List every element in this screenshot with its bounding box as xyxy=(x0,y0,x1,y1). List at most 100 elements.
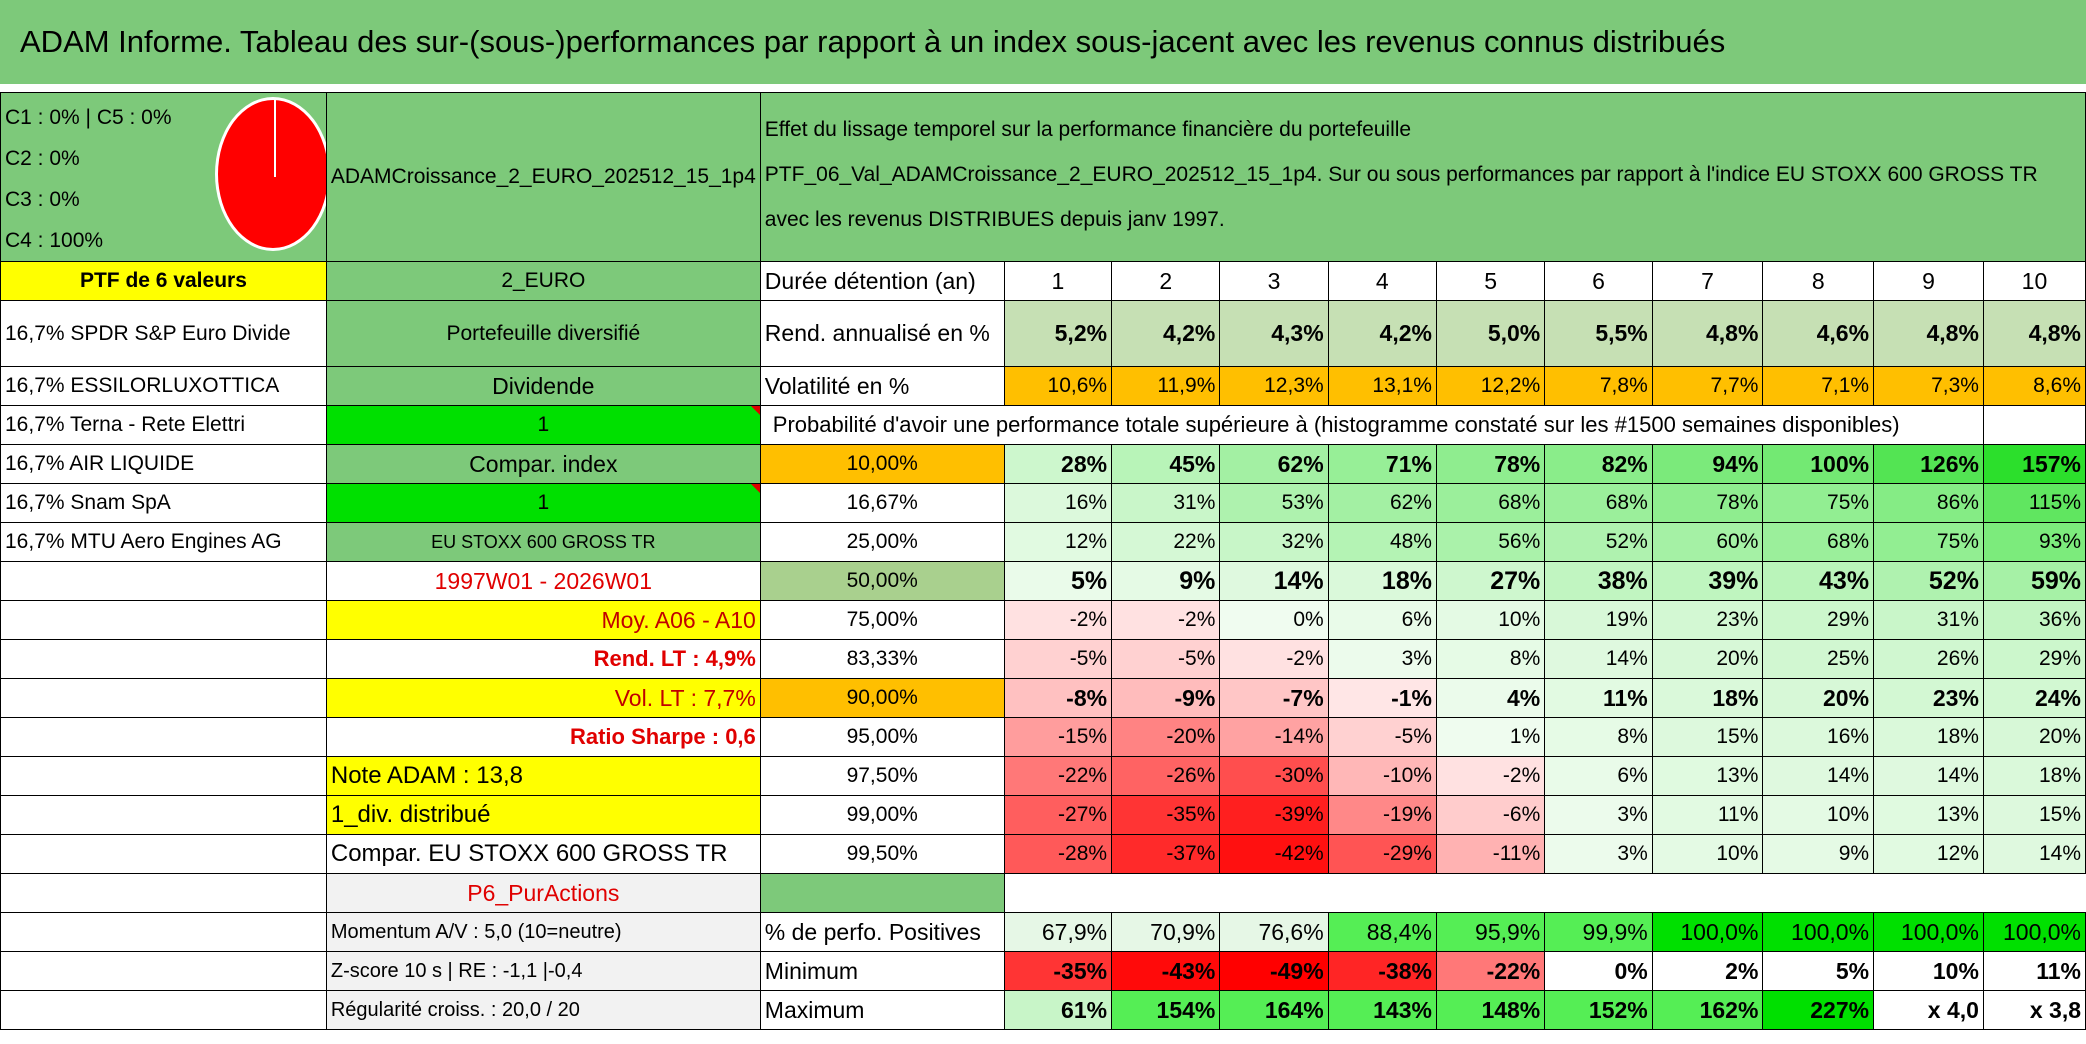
title-spacer xyxy=(0,84,2086,92)
sharpe-ratio: Ratio Sharpe : 0,6 xyxy=(325,717,761,757)
empty-cell xyxy=(0,912,327,952)
threshold-value: 99,00% xyxy=(759,795,1005,835)
minimum-label: Minimum xyxy=(759,951,1005,991)
year-header: 3 xyxy=(1219,261,1329,301)
maximum-value: x 4,0 xyxy=(1873,990,1984,1030)
probability-value: 13% xyxy=(1651,756,1764,796)
probability-value: 157% xyxy=(1982,444,2086,484)
probability-value: 78% xyxy=(1651,483,1764,523)
holding-row: 16,7% SPDR S&P Euro Divide xyxy=(0,300,327,367)
probability-value: 20% xyxy=(1762,678,1875,718)
year-header: 6 xyxy=(1544,261,1653,301)
empty-cell xyxy=(1004,874,2085,913)
table-row: Ratio Sharpe : 0,6 95,00% -15% -20% -14% -5% 1… xyxy=(0,717,2086,757)
threshold-value: 16,67% xyxy=(759,483,1005,523)
table-row: 16,7% SPDR S&P Euro Divide Portefeuille d… xyxy=(0,300,2086,367)
probability-value: 115% xyxy=(1982,483,2086,523)
maximum-value: 154% xyxy=(1111,990,1221,1030)
probability-value: -39% xyxy=(1219,795,1329,835)
table-row: Rend. LT : 4,9% 83,33% -5% -5% -2% 3% 8% 14% 20%… xyxy=(0,639,2086,679)
dividend-label: Dividende xyxy=(325,366,761,406)
probability-value: 93% xyxy=(1982,522,2086,562)
probability-value: 18% xyxy=(1327,561,1437,601)
legend-c3: C3 : 0% xyxy=(5,188,80,211)
probability-value: 9% xyxy=(1762,834,1875,874)
positives-value: 100,0% xyxy=(1982,912,2086,952)
probability-value: 68% xyxy=(1435,483,1546,523)
probability-value: 3% xyxy=(1544,795,1653,835)
maximum-value: 152% xyxy=(1544,990,1653,1030)
threshold-value: 83,33% xyxy=(759,639,1005,679)
probability-value: 20% xyxy=(1982,717,2086,757)
positives-value: 70,9% xyxy=(1111,912,1221,952)
positives-label: % de perfo. Positives xyxy=(759,912,1005,952)
probability-value: 12% xyxy=(1873,834,1984,874)
return-value: 4,8% xyxy=(1651,300,1764,367)
probability-value: 8% xyxy=(1435,639,1546,679)
probability-value: 62% xyxy=(1327,483,1437,523)
table-row: P6_PurActions xyxy=(0,873,2086,913)
minimum-value: 10% xyxy=(1873,951,1984,991)
threshold-value: 25,00% xyxy=(759,522,1005,562)
probability-value: 20% xyxy=(1651,639,1764,679)
positives-value: 100,0% xyxy=(1651,912,1764,952)
maximum-value: 61% xyxy=(1003,990,1113,1030)
regularity-label: Régularité croiss. : 20,0 / 20 xyxy=(325,990,761,1030)
maximum-value: 143% xyxy=(1327,990,1437,1030)
adam-score: Note ADAM : 13,8 xyxy=(325,756,761,796)
empty-cell xyxy=(0,561,327,601)
probability-value: 126% xyxy=(1873,444,1984,484)
probability-value: 6% xyxy=(1544,756,1653,796)
probability-value: 75% xyxy=(1873,522,1984,562)
table-row: Momentum A/V : 5,0 (10=neutre)% de perfo… xyxy=(0,912,2086,952)
table-row: 1_div. distribué 99,00% -27% -35% -39% -19% -6… xyxy=(0,795,2086,835)
holding-row: 16,7% MTU Aero Engines AG xyxy=(0,522,327,562)
positives-value: 99,9% xyxy=(1544,912,1653,952)
duration-label: Durée détention (an) xyxy=(759,261,1005,301)
probability-value: 15% xyxy=(1651,717,1764,757)
threshold-value: 99,50% xyxy=(759,834,1005,874)
probability-value: 36% xyxy=(1982,600,2086,640)
probability-value: -10% xyxy=(1327,756,1437,796)
probability-value: -15% xyxy=(1003,717,1113,757)
table-row: 16,7% Snam SpA 1 16,67% 16% 31% 53% 62% 68% 68% 7… xyxy=(0,483,2086,523)
threshold-value: 95,00% xyxy=(759,717,1005,757)
probability-value: 27% xyxy=(1435,561,1546,601)
probability-value: -14% xyxy=(1219,717,1329,757)
probability-value: 82% xyxy=(1544,444,1653,484)
volatility-value: 12,2% xyxy=(1435,366,1546,406)
minimum-value: -43% xyxy=(1111,951,1221,991)
year-header: 1 xyxy=(1003,261,1113,301)
probability-value: -5% xyxy=(1003,639,1113,679)
probability-value: 68% xyxy=(1544,483,1653,523)
probability-value: 0% xyxy=(1219,600,1329,640)
probability-value: 26% xyxy=(1873,639,1984,679)
return-value: 5,2% xyxy=(1003,300,1113,367)
table-row: Vol. LT : 7,7% 90,00% -8% -9% -7% -1% 4% 11% 18%… xyxy=(0,678,2086,718)
year-header: 4 xyxy=(1327,261,1437,301)
allocation-pie-chart xyxy=(215,97,326,251)
probability-value: 3% xyxy=(1544,834,1653,874)
year-header: 7 xyxy=(1651,261,1764,301)
probability-value: -8% xyxy=(1003,678,1113,718)
empty-cell xyxy=(0,834,327,874)
probability-label: Probabilité d'avoir une performance tota… xyxy=(759,405,1984,445)
probability-value: 94% xyxy=(1651,444,1764,484)
probability-value: 86% xyxy=(1873,483,1984,523)
maximum-value: 148% xyxy=(1435,990,1546,1030)
dividend-count: 1_div. distribué xyxy=(325,795,761,835)
currency-label: 2_EURO xyxy=(325,261,761,301)
legend-c4: C4 : 100% xyxy=(5,229,104,252)
probability-value: -29% xyxy=(1327,834,1437,874)
probability-value: 16% xyxy=(1003,483,1113,523)
probability-value: 56% xyxy=(1435,522,1546,562)
description-line1: Effet du lissage temporel sur la perform… xyxy=(764,118,1412,141)
maximum-label: Maximum xyxy=(759,990,1005,1030)
positives-value: 100,0% xyxy=(1762,912,1875,952)
ptf-label: PTF de 6 valeurs xyxy=(0,261,327,301)
probability-value: 10% xyxy=(1762,795,1875,835)
minimum-value: -35% xyxy=(1003,951,1113,991)
probability-value: 24% xyxy=(1982,678,2086,718)
empty-cell xyxy=(1982,405,2086,445)
empty-cell xyxy=(0,600,327,640)
